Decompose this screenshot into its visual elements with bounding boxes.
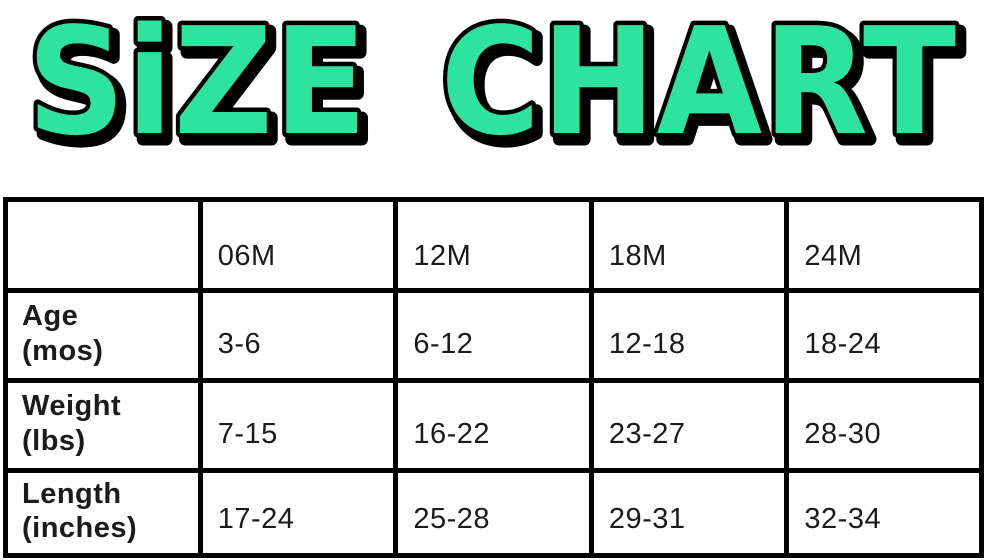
row-label-length: Length (inches) (3, 468, 203, 558)
row-label-age: Age (mos) (3, 288, 203, 383)
page-title: SiZE CHART (27, 0, 957, 168)
title-art: SiZE CHART SiZE CHART (23, 0, 968, 180)
cell-weight-06m: 7-15 (197, 378, 399, 473)
cell-length-12m: 25-28 (393, 468, 594, 558)
cell-age-12m: 6-12 (393, 288, 594, 383)
table-row-length: Length (inches) 17-24 25-28 29-31 32-34 (3, 468, 984, 558)
column-header-06m: 06M (197, 197, 399, 293)
column-header-12m: 12M (393, 197, 594, 293)
cell-weight-12m: 16-22 (393, 378, 594, 473)
cell-weight-18m: 23-27 (588, 378, 790, 473)
row-label-unit: (inches) (22, 512, 138, 544)
cell-age-18m: 12-18 (588, 288, 790, 383)
cell-length-24m: 32-34 (784, 468, 984, 558)
table-row-age: Age (mos) 3-6 6-12 12-18 18-24 (3, 288, 984, 383)
cell-length-18m: 29-31 (588, 468, 790, 558)
cell-weight-24m: 28-30 (784, 378, 984, 473)
column-header-24m: 24M (784, 197, 984, 293)
cell-age-24m: 18-24 (784, 288, 984, 383)
cell-length-06m: 17-24 (197, 468, 399, 558)
size-table: 06M 12M 18M 24M Age (mos) 3-6 6-12 12-18… (3, 197, 984, 558)
cell-age-06m: 3-6 (197, 288, 399, 383)
row-label-unit: (lbs) (22, 424, 86, 457)
row-label-weight: Weight (lbs) (3, 378, 203, 473)
corner-cell (3, 197, 203, 293)
title-shadow-text: SiZE CHART (32, 2, 962, 174)
row-label-name: Length (22, 477, 122, 510)
table-row-weight: Weight (lbs) 7-15 16-22 23-27 28-30 (3, 378, 984, 473)
table-header-row: 06M 12M 18M 24M (3, 197, 984, 293)
column-header-18m: 18M (588, 197, 790, 293)
row-label-name: Weight (22, 390, 122, 423)
row-label-unit: (mos) (22, 334, 104, 367)
row-label-name: Age (22, 300, 79, 333)
